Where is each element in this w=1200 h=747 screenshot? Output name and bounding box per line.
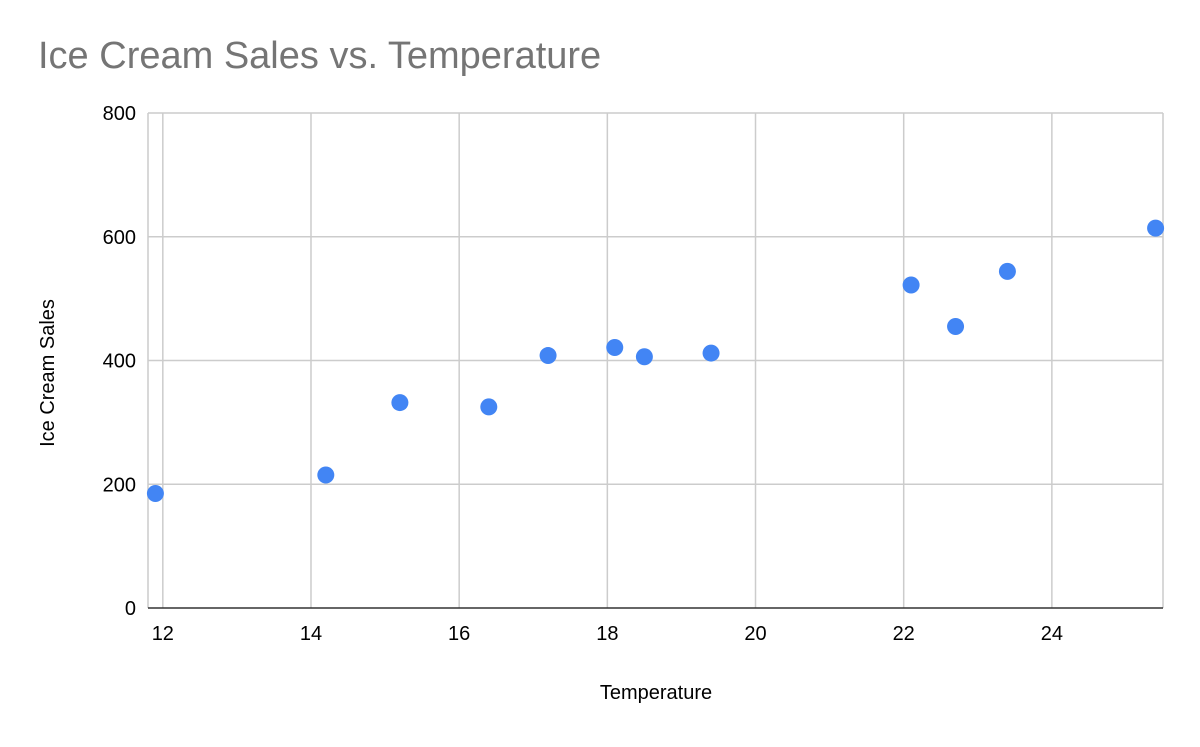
y-tick-label: 600 <box>103 227 136 249</box>
chart-title: Ice Cream Sales vs. Temperature <box>38 35 601 77</box>
grid-layer <box>147 112 1164 609</box>
tick-labels: 0 200 400 600 800 12 14 16 18 20 22 24 <box>103 103 1063 645</box>
data-point <box>391 394 409 412</box>
data-point <box>539 347 557 365</box>
x-tick-label: 20 <box>744 623 766 645</box>
y-tick-label: 0 <box>125 598 136 620</box>
data-point <box>947 317 965 335</box>
y-tick-label: 400 <box>103 351 136 373</box>
y-tick-label: 800 <box>103 103 136 125</box>
x-tick-label: 24 <box>1041 623 1063 645</box>
x-tick-label: 16 <box>448 623 470 645</box>
data-point <box>702 344 720 362</box>
data-point <box>480 398 498 416</box>
x-axis-label: Temperature <box>600 682 712 704</box>
data-points <box>146 219 1165 503</box>
y-axis-label: Ice Cream Sales <box>37 299 59 447</box>
data-point <box>902 276 920 294</box>
data-point <box>317 466 335 484</box>
data-point <box>998 262 1016 280</box>
x-tick-label: 18 <box>596 623 618 645</box>
x-tick-label: 14 <box>300 623 322 645</box>
data-point <box>606 339 624 357</box>
x-tick-label: 22 <box>893 623 915 645</box>
data-point <box>146 485 164 503</box>
y-tick-label: 200 <box>103 474 136 496</box>
data-point <box>635 348 653 366</box>
data-point <box>1147 219 1165 237</box>
x-tick-label: 12 <box>152 623 174 645</box>
